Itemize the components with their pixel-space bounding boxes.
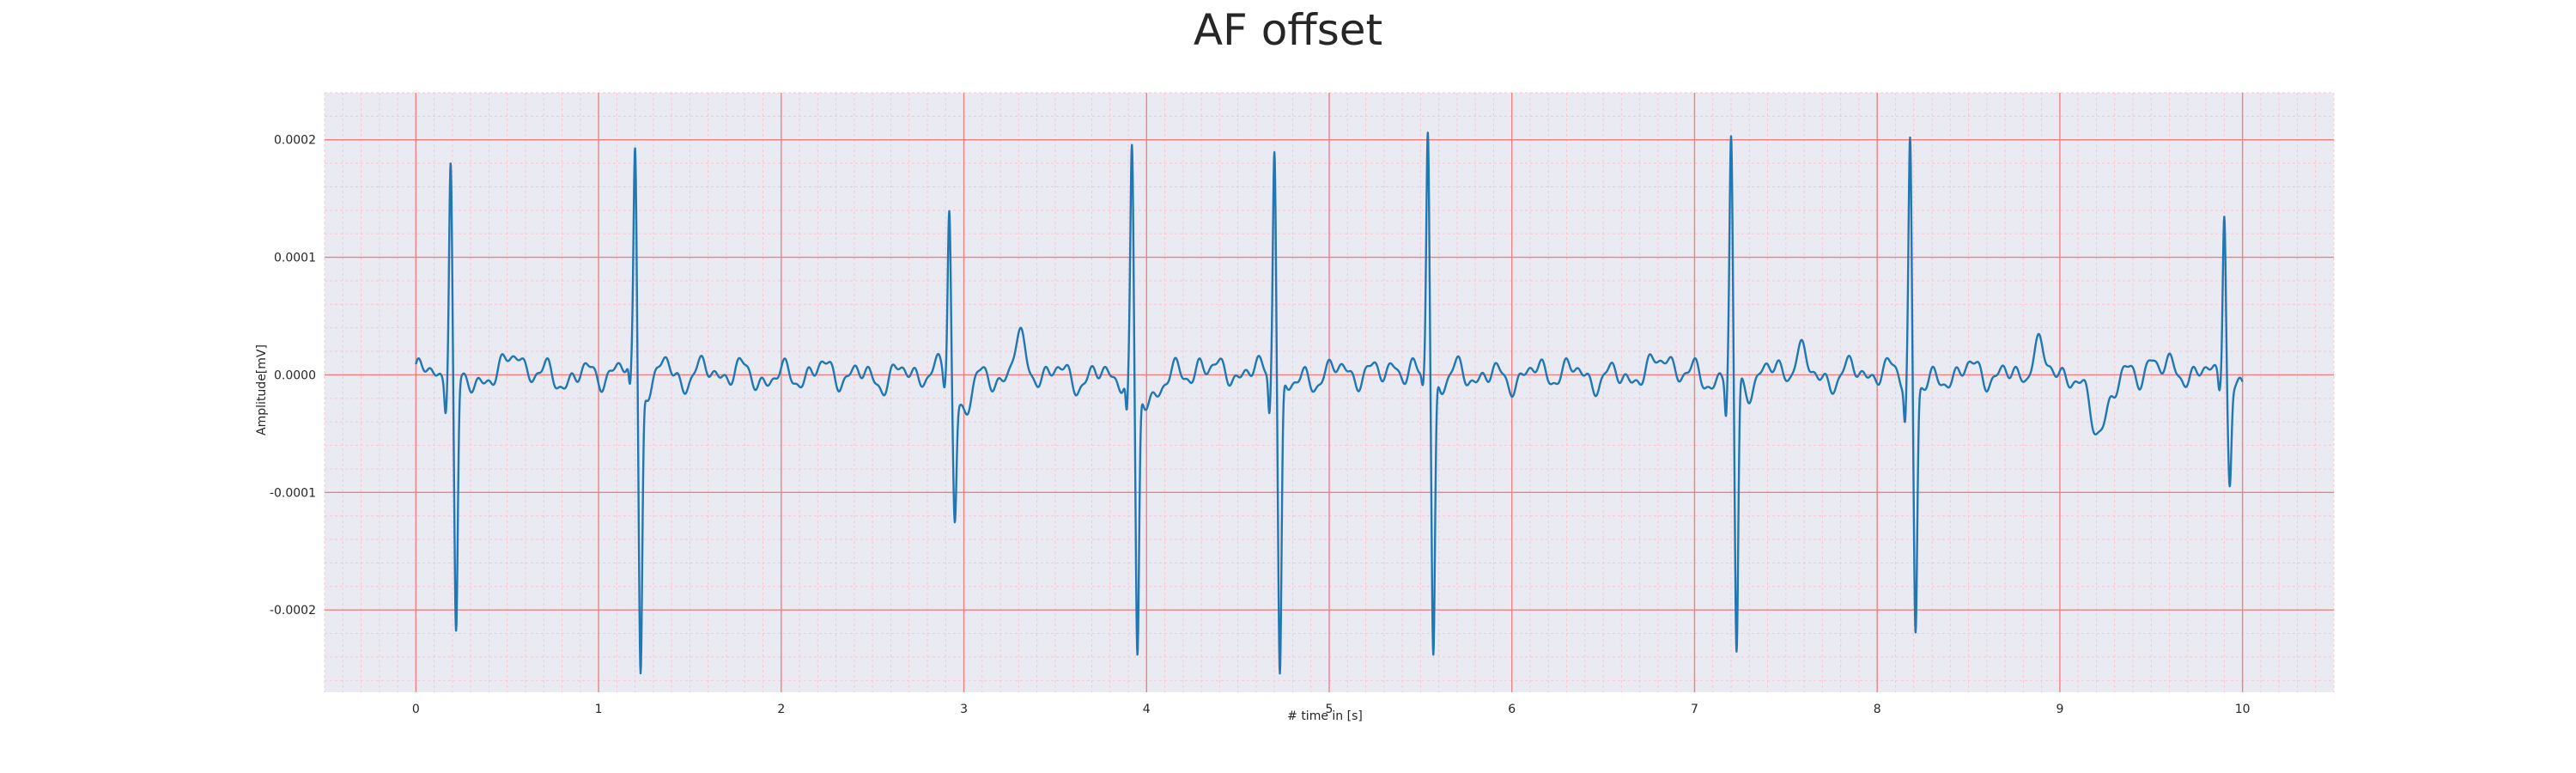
x-tick-label: 1 xyxy=(595,703,603,716)
x-tick-label: 10 xyxy=(2235,703,2251,716)
y-axis-ticks: 0.0002 0.0001 0.0000 -0.0001 -0.0002 xyxy=(270,134,316,618)
ecg-series-line xyxy=(415,131,2244,675)
y-axis-label: Amplitude[mV] xyxy=(255,344,269,435)
x-tick-label: 5 xyxy=(1326,703,1334,716)
y-tick-label: -0.0002 xyxy=(270,604,316,618)
y-tick-label: 0.0000 xyxy=(274,368,316,382)
y-tick-label: 0.0002 xyxy=(274,134,316,148)
x-tick-label: 8 xyxy=(1874,703,1881,716)
x-tick-label: 0 xyxy=(412,703,420,716)
x-axis-label: # time in [s] xyxy=(1287,709,1363,723)
x-tick-label: 3 xyxy=(960,703,968,716)
chart-title: AF offset xyxy=(1194,5,1382,55)
x-axis-ticks: 0 1 2 3 4 5 6 7 8 9 10 xyxy=(412,703,2251,716)
x-tick-label: 2 xyxy=(777,703,785,716)
y-tick-label: -0.0001 xyxy=(270,486,316,500)
x-tick-label: 6 xyxy=(1508,703,1516,716)
x-tick-label: 7 xyxy=(1691,703,1698,716)
x-tick-label: 4 xyxy=(1143,703,1151,716)
major-grid xyxy=(325,93,2334,692)
y-tick-label: 0.0001 xyxy=(274,252,316,265)
x-tick-label: 9 xyxy=(2056,703,2063,716)
